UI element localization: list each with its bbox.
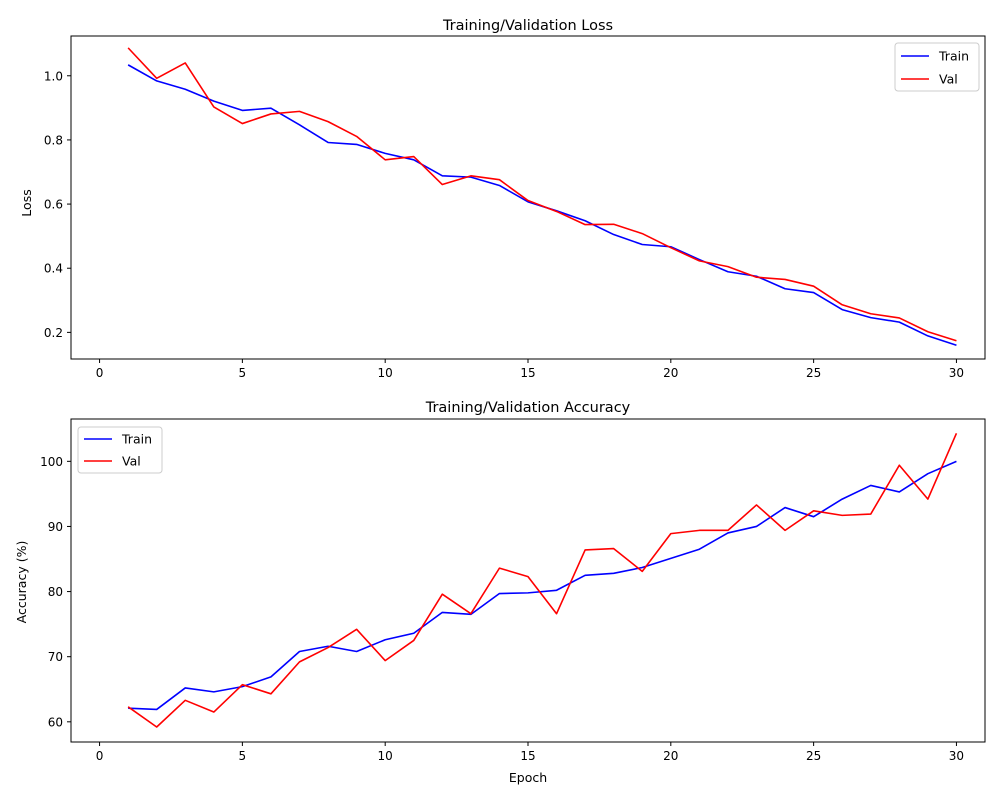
accuracy-y-tick-label: 80 [48, 585, 63, 599]
loss-y-tick-label: 0.8 [44, 133, 63, 147]
loss-y-tick-label: 1.0 [44, 69, 63, 83]
accuracy-x-axis-label: Epoch [509, 770, 547, 785]
accuracy-y-axis-label: Accuracy (%) [14, 541, 29, 624]
accuracy-subplot: Training/Validation Accuracy Accuracy (%… [14, 400, 986, 785]
accuracy-legend: Train Val [77, 426, 163, 474]
accuracy-y-tick-label: 100 [40, 455, 63, 469]
loss-x-tick-label: 0 [96, 366, 104, 380]
accuracy-x-tick-label: 25 [806, 749, 821, 763]
loss-x-tick-label: 30 [949, 366, 964, 380]
loss-chart-title: Training/Validation Loss [442, 18, 613, 34]
loss-x-tick-label: 25 [806, 366, 821, 380]
loss-x-tick-label: 5 [239, 366, 247, 380]
loss-y-tick-label: 0.2 [44, 326, 63, 340]
accuracy-y-tick-label: 90 [48, 520, 63, 534]
loss-subplot: Training/Validation Loss Loss 0 5 10 15 20 25… [19, 18, 986, 380]
loss-legend-train-label: Train [938, 49, 969, 64]
accuracy-x-tick-label: 20 [663, 749, 678, 763]
loss-x-tick-label: 10 [378, 366, 393, 380]
accuracy-chart-title: Training/Validation Accuracy [425, 400, 631, 416]
accuracy-y-tick-label: 60 [48, 715, 63, 729]
accuracy-legend-train-label: Train [121, 432, 152, 447]
loss-y-tick-label: 0.6 [44, 198, 63, 212]
accuracy-x-tick-label: 0 [96, 749, 104, 763]
accuracy-val-line [127, 433, 958, 728]
loss-x-tick-label: 15 [520, 366, 535, 380]
loss-legend: Train Val [894, 42, 980, 92]
loss-y-tick-label: 0.4 [44, 262, 63, 276]
accuracy-train-line [128, 460, 957, 711]
loss-x-tick-label: 20 [663, 366, 678, 380]
accuracy-legend-val-label: Val [122, 454, 141, 469]
loss-val-line [127, 47, 957, 342]
loss-y-axis-label: Loss [19, 189, 34, 216]
accuracy-x-tick-label: 10 [378, 749, 393, 763]
accuracy-x-tick-label: 15 [520, 749, 535, 763]
accuracy-plot-area: 0 5 10 15 20 25 30 60 70 80 90 100 [40, 418, 986, 763]
loss-legend-val-label: Val [939, 72, 958, 87]
loss-plot-area: 0 5 10 15 20 25 30 0.2 0.4 0.6 0.8 1.0 [44, 35, 986, 380]
accuracy-x-tick-label: 5 [239, 749, 247, 763]
accuracy-x-tick-label: 30 [949, 749, 964, 763]
accuracy-y-tick-label: 70 [48, 650, 63, 664]
